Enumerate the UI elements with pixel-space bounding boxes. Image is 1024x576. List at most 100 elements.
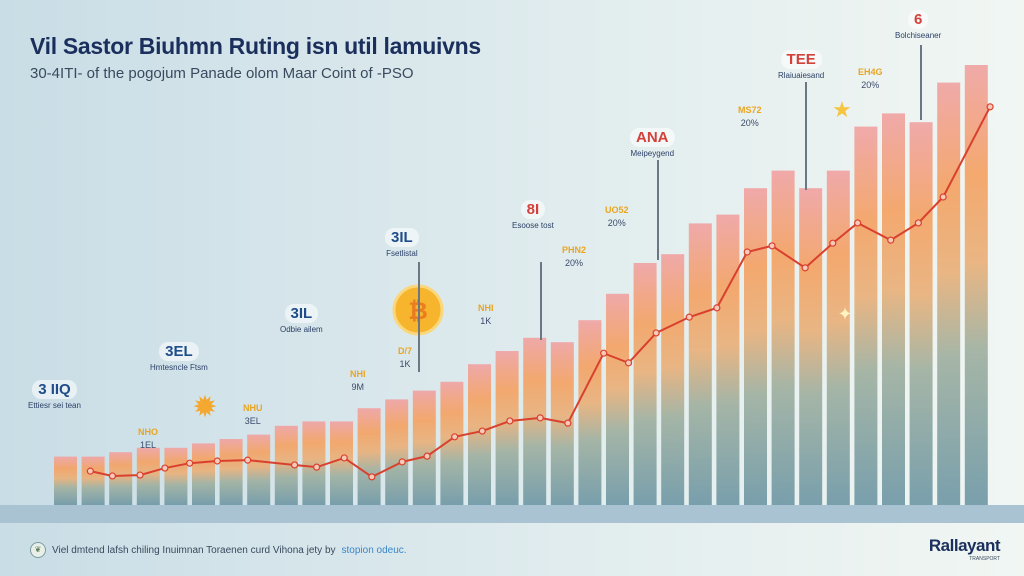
sign-pole [657, 160, 659, 260]
sign-pole [540, 262, 542, 340]
bar [330, 421, 353, 505]
line-point [136, 471, 144, 479]
sign-pole [920, 45, 922, 120]
chart-baseline [0, 505, 1024, 523]
bar [909, 122, 933, 505]
bar [854, 126, 878, 505]
line-point [213, 457, 221, 465]
bar [302, 421, 326, 505]
annotation-badge: ANA Meipeygend [630, 128, 675, 158]
value-label: MS72 20% [738, 105, 762, 128]
line-point [685, 313, 693, 321]
annotation-badge: 3 IIQ Ettiesr sei tean [28, 380, 81, 410]
bar [882, 113, 905, 506]
annotation-badge: TEE Rlaiuaiesand [778, 50, 825, 80]
bar [523, 337, 547, 505]
line-point [939, 193, 947, 201]
line-point [887, 236, 895, 244]
trend-line [90, 106, 991, 478]
line-point [313, 463, 321, 471]
line-point [506, 417, 514, 425]
line-point [768, 242, 776, 250]
line-point [108, 472, 117, 480]
annotation-badge: 3IL Odbie ailem [280, 304, 323, 334]
value-label: PHN2 20% [562, 245, 587, 268]
chart-subtitle: 30-4ITI- of the pogojum Panade olom Maar… [30, 65, 414, 82]
bar [688, 223, 712, 505]
bar [385, 399, 409, 505]
line-point [743, 248, 751, 256]
value-label: UO52 20% [605, 205, 629, 228]
line-point [914, 219, 922, 227]
bar [54, 456, 77, 505]
line-point [600, 349, 608, 357]
line-point [451, 433, 459, 441]
bar [578, 320, 602, 505]
line-point [564, 419, 572, 427]
line-point [478, 427, 486, 435]
annotation-badge: 6 Bolchiseaner [895, 10, 942, 40]
bar [771, 170, 795, 505]
bar [109, 452, 133, 505]
line-point [652, 329, 660, 337]
line-point [186, 459, 194, 467]
sparkle-icon: ✦ [837, 304, 852, 324]
bar [192, 443, 215, 505]
value-label: NHO 1EL [138, 427, 158, 450]
annotation-badge: 3EL Hmtesncle Ftsm [150, 342, 208, 372]
bar [495, 351, 519, 505]
line-point [398, 458, 406, 466]
bar [219, 439, 243, 505]
line-point [86, 467, 94, 475]
line-point [713, 304, 721, 312]
bar [826, 170, 850, 505]
bar [937, 82, 961, 505]
line-point [340, 454, 348, 462]
line-point [854, 219, 862, 227]
bar [606, 293, 629, 505]
sun-icon: ✹ [192, 391, 217, 424]
line-point [368, 473, 376, 481]
line-point [801, 264, 809, 272]
line-point [290, 461, 299, 469]
annotation-badge: 8I Esoose tost [512, 200, 554, 230]
bar [274, 425, 298, 505]
line-point [986, 103, 994, 111]
bar [81, 456, 105, 505]
bar [136, 447, 160, 505]
bar [633, 263, 657, 505]
footer-text: Viel dmtend lafsh chiling Inuimnan Torae… [52, 544, 336, 556]
bar [164, 447, 188, 505]
footer-credit: ❦ Viel dmtend lafsh chiling Inuimnan Tor… [30, 542, 407, 558]
line-point [161, 464, 169, 472]
annotation-badge: 3IL Fsetlistal [385, 228, 419, 258]
bar [964, 65, 988, 505]
bar [440, 381, 464, 505]
value-label: NHU 3EL [243, 403, 263, 426]
bar [412, 390, 436, 505]
bar [247, 434, 271, 505]
chart-title: Vil Sastor Biuhmn Ruting isn util lamuiv… [30, 33, 481, 59]
sign-pole [805, 82, 807, 190]
line-point [624, 359, 633, 367]
brand-logo: Rallayant TRANSPORT [928, 536, 1001, 562]
star-icon: ★ [832, 97, 852, 122]
bar [744, 188, 767, 505]
line-point [536, 414, 544, 422]
bar [468, 364, 491, 505]
leaf-icon: ❦ [30, 542, 46, 558]
bar [799, 188, 823, 505]
line-point [423, 452, 431, 460]
sign-pole [418, 262, 420, 372]
bar [661, 254, 685, 505]
line-point [829, 239, 837, 247]
value-label: NHI 9M [350, 369, 366, 392]
bar [357, 408, 381, 505]
value-label: EH4G 20% [858, 67, 883, 90]
line-point [244, 456, 252, 464]
bar [716, 214, 740, 505]
value-label: NHI 1K [478, 303, 494, 326]
footer-link[interactable]: stopion odeuc. [341, 544, 407, 556]
value-label: D/7 1K [398, 346, 413, 369]
